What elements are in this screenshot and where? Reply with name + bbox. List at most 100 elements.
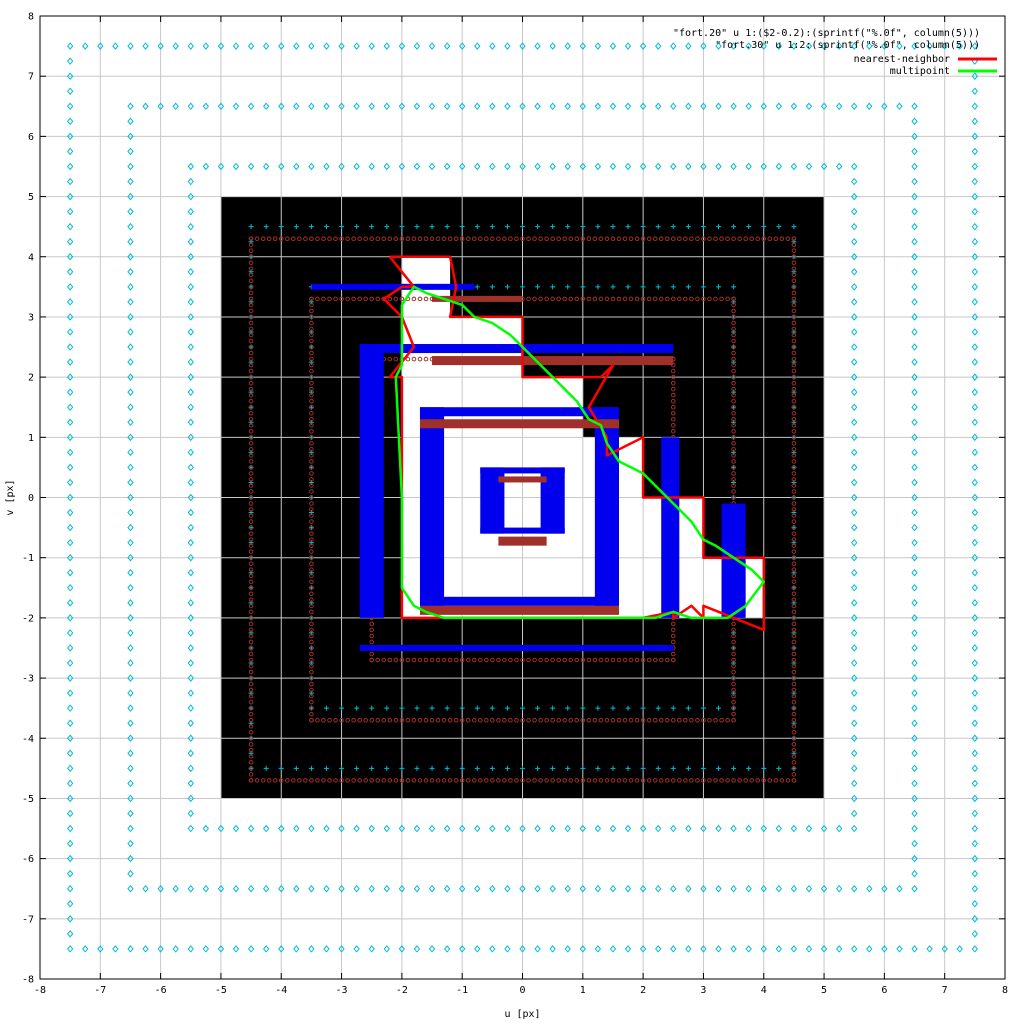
ring-marker [911,599,918,607]
ring-marker [715,945,722,953]
ring-marker [835,945,843,953]
brown-marker [248,766,254,771]
brown-marker [791,501,797,506]
ring-marker [67,599,74,607]
brown-marker [598,296,604,302]
brown-marker [791,386,797,392]
ring-marker [353,824,360,833]
ring-marker [911,162,918,171]
brown-marker [248,422,254,428]
ring-marker [293,102,300,111]
x-tick-label: -1 [456,985,468,996]
brown-marker [248,615,254,621]
brown-marker [725,236,730,241]
brown-marker [604,657,610,663]
brown-marker [417,356,423,362]
brown-marker [417,296,423,302]
brown-marker [791,447,797,452]
ring-marker [127,207,134,216]
ring-marker [655,224,661,230]
brown-marker [248,675,254,681]
brown-marker [387,717,393,723]
ring-marker [716,765,722,771]
brown-marker [363,236,368,241]
ring-marker [805,824,813,833]
ring-marker [232,162,240,171]
ring-marker [263,162,270,171]
ring-marker [881,42,888,50]
ring-marker [851,268,858,276]
brown-marker [399,778,405,783]
ring-marker [187,448,194,457]
brown-marker [248,284,254,290]
ring-marker [670,42,677,50]
brown-marker [387,657,393,663]
brown-marker [248,453,254,458]
brown-marker [791,561,797,567]
ring-marker [308,884,315,893]
ring-marker [610,705,616,711]
brown-marker [731,428,736,434]
ring-marker [127,854,134,863]
brown-marker [248,477,254,482]
ring-marker [851,298,858,306]
ring-marker [127,809,134,818]
ring-marker [655,102,662,111]
brown-marker [441,657,447,663]
ring-marker [459,765,465,771]
ring-marker [127,523,134,532]
ring-marker [187,42,194,50]
brown-marker [568,296,574,302]
ring-marker [127,779,134,788]
brown-marker [309,392,314,398]
ring-marker [489,162,496,171]
ring-marker [731,224,737,230]
brown-marker [309,326,314,332]
brown-marker [309,717,314,723]
brown-marker [791,338,797,344]
brown-marker [592,778,598,783]
brown-marker [423,657,429,663]
ring-marker [851,779,858,788]
brown-marker [749,236,754,241]
brown-marker [248,302,254,308]
ring-marker [127,283,134,291]
y-tick-label: 2 [28,373,34,384]
series-multipoint [394,285,766,620]
brown-marker [333,236,338,241]
ring-marker [67,192,74,201]
brown-marker [610,296,616,302]
brown-marker [652,657,658,663]
brown-marker [550,236,555,241]
brown-marker [260,236,266,241]
ring-marker [187,538,194,547]
brown-marker [429,236,435,241]
ring-marker [187,298,194,306]
brown-marker [278,778,284,783]
ring-marker [730,824,737,833]
brown-marker [411,778,417,783]
ring-marker [790,42,798,50]
brown-marker [731,483,736,488]
y-tick-label: 1 [28,433,34,444]
brown-marker [538,236,543,241]
brown-marker [791,278,797,284]
brown-marker [321,296,326,302]
brown-marker [309,657,314,663]
legend-label: nearest-neighbor [854,54,950,65]
ring-marker [911,42,918,50]
ring-marker [866,42,873,50]
ring-marker [775,42,782,50]
brown-marker [351,778,356,783]
brown-marker [761,236,767,241]
brown-marker [791,344,797,350]
ring-marker [700,284,706,290]
ring-marker [428,102,436,111]
ring-marker [820,945,828,953]
ring-marker [323,705,329,711]
ring-marker [353,162,360,171]
ring-marker [971,599,978,607]
brown-marker [248,609,254,615]
ring-marker [293,765,299,771]
brown-marker [791,567,797,573]
